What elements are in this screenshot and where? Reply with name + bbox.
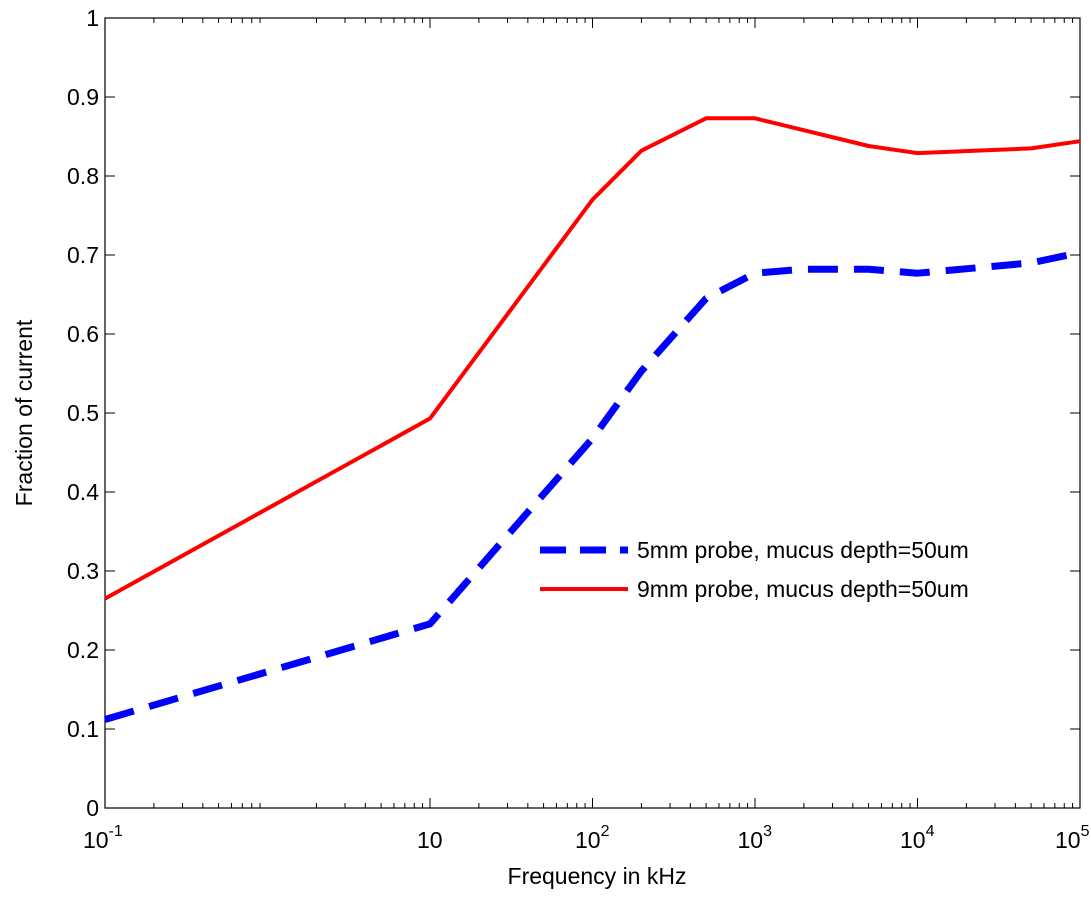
y-tick-label: 0.8 (67, 163, 99, 189)
legend-box (530, 530, 1070, 610)
series-line-9mm (104, 116, 1081, 601)
y-tick-label: 0.3 (67, 558, 99, 584)
y-tick-label: 0.6 (67, 321, 99, 347)
y-tick-label: 0 (86, 795, 99, 821)
x-tick-label: 104 (900, 823, 935, 853)
minor-ticks (153, 18, 1074, 808)
y-axis-label: Fraction of current (11, 319, 37, 506)
x-tick-label: 102 (575, 823, 610, 853)
y-tick-labels: 0 0.1 0.2 0.3 0.4 0.5 0.6 0.7 0.8 0.9 1 (67, 5, 99, 821)
x-tick-label: 103 (738, 823, 773, 853)
legend-label-5mm: 5mm probe, mucus depth=50um (637, 537, 969, 563)
x-tick-label: 10-1 (83, 823, 123, 853)
y-tick-label: 0.1 (67, 716, 99, 742)
x-tick-label: 10 (417, 827, 443, 853)
y-tick-label: 0.9 (67, 84, 99, 110)
plot-area (105, 18, 1080, 808)
plot-frame (104, 17, 1081, 809)
series-line-5mm (104, 249, 1081, 723)
x-tick-labels: 10-1 10 102 103 104 105 (83, 823, 1090, 853)
legend: 5mm probe, mucus depth=50um 9mm probe, m… (530, 530, 1070, 610)
y-tick-label: 1 (86, 5, 99, 31)
x-axis-label: Frequency in kHz (508, 863, 687, 889)
legend-label-9mm: 9mm probe, mucus depth=50um (637, 576, 969, 602)
y-tick-label: 0.4 (67, 479, 99, 505)
series-layer (104, 116, 1081, 723)
y-tick-label: 0.5 (67, 400, 99, 426)
y-tick-label: 0.7 (67, 242, 99, 268)
x-tick-label: 105 (1055, 823, 1090, 853)
y-tick-label: 0.2 (67, 637, 99, 663)
